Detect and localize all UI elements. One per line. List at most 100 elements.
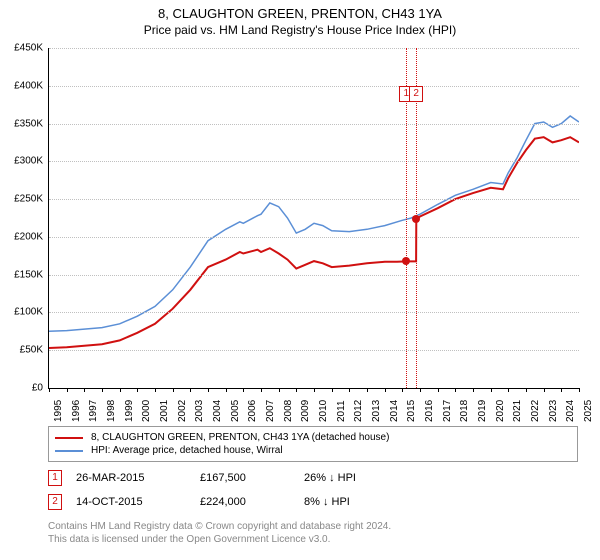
txn-pct: 26% ↓ HPI <box>304 472 424 484</box>
transaction-marker-dot <box>412 215 420 223</box>
x-tick <box>544 388 545 392</box>
page-title: 8, CLAUGHTON GREEN, PRENTON, CH43 1YA <box>0 0 600 21</box>
x-axis-label: 2023 <box>548 400 559 422</box>
x-axis-label: 2016 <box>424 400 435 422</box>
x-axis-label: 2003 <box>194 400 205 422</box>
x-axis-label: 2015 <box>406 400 417 422</box>
txn-date: 26-MAR-2015 <box>76 472 186 484</box>
series-lines <box>49 48 579 388</box>
x-tick <box>279 388 280 392</box>
legend-item-hpi: HPI: Average price, detached house, Wirr… <box>55 444 571 457</box>
x-axis-label: 2005 <box>230 400 241 422</box>
x-axis-label: 2025 <box>583 400 594 422</box>
y-axis-label: £150K <box>1 269 43 280</box>
y-gridline <box>49 48 579 49</box>
footer: Contains HM Land Registry data © Crown c… <box>48 520 578 546</box>
x-tick <box>173 388 174 392</box>
x-tick <box>349 388 350 392</box>
x-axis-label: 1995 <box>53 400 64 422</box>
x-axis-label: 1998 <box>106 400 117 422</box>
x-axis-label: 2014 <box>389 400 400 422</box>
x-tick <box>561 388 562 392</box>
x-tick <box>314 388 315 392</box>
transaction-row: 1 26-MAR-2015 £167,500 26% ↓ HPI <box>48 470 578 486</box>
transaction-row: 2 14-OCT-2015 £224,000 8% ↓ HPI <box>48 494 578 510</box>
y-axis-label: £450K <box>1 43 43 54</box>
x-tick <box>67 388 68 392</box>
page: 8, CLAUGHTON GREEN, PRENTON, CH43 1YA Pr… <box>0 0 600 560</box>
x-tick <box>402 388 403 392</box>
x-tick <box>155 388 156 392</box>
transaction-marker-box: 2 <box>409 86 423 102</box>
y-gridline <box>49 350 579 351</box>
x-tick <box>49 388 50 392</box>
txn-price: £167,500 <box>200 472 290 484</box>
y-gridline <box>49 237 579 238</box>
x-axis-label: 2010 <box>318 400 329 422</box>
x-tick <box>420 388 421 392</box>
txn-price: £224,000 <box>200 496 290 508</box>
y-axis-label: £200K <box>1 231 43 242</box>
x-tick <box>102 388 103 392</box>
legend-swatch <box>55 437 83 439</box>
x-axis-label: 2024 <box>565 400 576 422</box>
x-axis-label: 2018 <box>459 400 470 422</box>
y-gridline <box>49 275 579 276</box>
x-axis-label: 2006 <box>247 400 258 422</box>
y-gridline <box>49 124 579 125</box>
x-axis-label: 1999 <box>124 400 135 422</box>
y-gridline <box>49 199 579 200</box>
x-tick <box>261 388 262 392</box>
x-tick <box>120 388 121 392</box>
x-tick <box>579 388 580 392</box>
y-axis-label: £250K <box>1 194 43 205</box>
x-tick <box>473 388 474 392</box>
titles: 8, CLAUGHTON GREEN, PRENTON, CH43 1YA Pr… <box>0 0 600 41</box>
legend-swatch <box>55 450 83 452</box>
x-tick <box>137 388 138 392</box>
y-gridline <box>49 312 579 313</box>
x-tick <box>243 388 244 392</box>
transaction-marker-dot <box>402 257 410 265</box>
txn-pct: 8% ↓ HPI <box>304 496 424 508</box>
x-axis-label: 2012 <box>353 400 364 422</box>
x-axis-label: 2001 <box>159 400 170 422</box>
x-axis-label: 1997 <box>88 400 99 422</box>
x-axis-label: 2022 <box>530 400 541 422</box>
marker-box-icon: 2 <box>48 494 62 510</box>
txn-date: 14-OCT-2015 <box>76 496 186 508</box>
x-tick <box>455 388 456 392</box>
x-axis-label: 2004 <box>212 400 223 422</box>
x-axis-label: 2013 <box>371 400 382 422</box>
x-tick <box>296 388 297 392</box>
marker-box-icon: 1 <box>48 470 62 486</box>
x-tick <box>332 388 333 392</box>
plot-area: £0£50K£100K£150K£200K£250K£300K£350K£400… <box>48 48 579 389</box>
x-axis-label: 1996 <box>71 400 82 422</box>
legend: 8, CLAUGHTON GREEN, PRENTON, CH43 1YA (d… <box>48 426 578 462</box>
x-axis-label: 2020 <box>495 400 506 422</box>
y-axis-label: £300K <box>1 156 43 167</box>
x-tick <box>385 388 386 392</box>
y-axis-label: £400K <box>1 80 43 91</box>
x-tick <box>526 388 527 392</box>
x-tick <box>367 388 368 392</box>
x-tick <box>508 388 509 392</box>
x-axis-label: 2000 <box>141 400 152 422</box>
y-gridline <box>49 161 579 162</box>
footer-line: This data is licensed under the Open Gov… <box>48 533 578 546</box>
x-axis-label: 2002 <box>177 400 188 422</box>
x-axis-label: 2008 <box>283 400 294 422</box>
x-tick <box>438 388 439 392</box>
y-axis-label: £50K <box>1 345 43 356</box>
x-tick <box>190 388 191 392</box>
legend-label: HPI: Average price, detached house, Wirr… <box>91 445 283 456</box>
y-gridline <box>49 86 579 87</box>
x-axis-label: 2007 <box>265 400 276 422</box>
x-axis-label: 2017 <box>442 400 453 422</box>
x-tick <box>84 388 85 392</box>
x-tick <box>226 388 227 392</box>
legend-item-property: 8, CLAUGHTON GREEN, PRENTON, CH43 1YA (d… <box>55 431 571 444</box>
x-axis-label: 2019 <box>477 400 488 422</box>
x-axis-label: 2021 <box>512 400 523 422</box>
